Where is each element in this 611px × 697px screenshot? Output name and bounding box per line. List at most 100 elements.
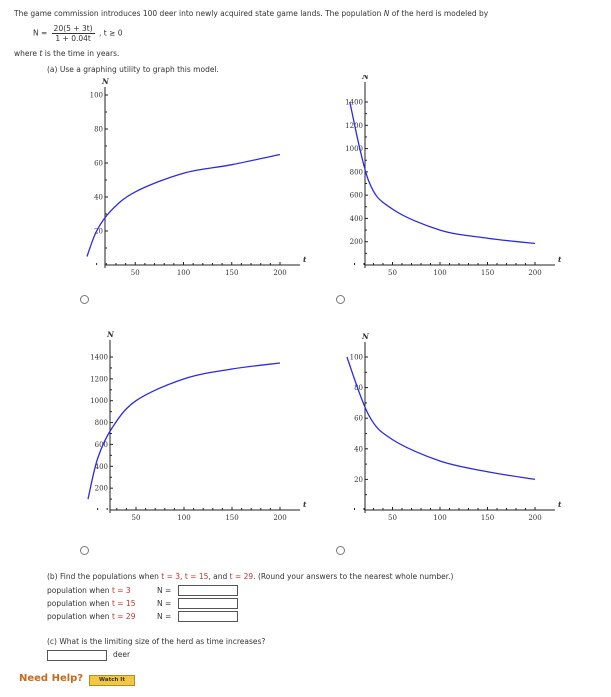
y-tick-label: 1400: [345, 99, 363, 107]
x-tick-label: 50: [131, 269, 140, 277]
y-tick-label: 80: [94, 126, 103, 134]
row-t-value: t = 3: [111, 586, 131, 595]
need-help-label: Need Help?: [19, 673, 84, 684]
intro-text-part: of the herd is modeled by: [389, 9, 489, 18]
population-row-label: population when t = 29: [47, 612, 135, 621]
x-tick-label: 50: [388, 514, 397, 522]
part-b-text: ,: [180, 572, 185, 581]
x-tick-label: 100: [177, 269, 190, 277]
y-tick-label: 80: [354, 384, 363, 392]
x-tick-label: 200: [273, 269, 286, 277]
x-tick-label: 100: [433, 514, 446, 522]
y-tick-label: 40: [354, 445, 363, 453]
where-text-part: is the time in years.: [42, 49, 120, 58]
population-row-label: population when t = 3: [47, 586, 131, 595]
x-tick-label: 200: [273, 514, 286, 522]
part-a-label: (a) Use a graphing utility to graph this…: [47, 65, 219, 74]
option-radio-top-left[interactable]: [80, 295, 89, 304]
n-equals-label: N =: [157, 599, 172, 608]
part-c-label: (c) What is the limiting size of the her…: [47, 637, 266, 646]
y-tick-label: 1200: [90, 375, 108, 383]
deer-unit-label: deer: [113, 650, 131, 659]
formula-denominator: 1 + 0.04t: [55, 34, 91, 43]
model-formula: N = 20(5 + 3t) 1 + 0.04t , t ≥ 0: [33, 24, 123, 43]
part-b-t-value: t = 3: [161, 572, 181, 581]
y-tick-label: 1000: [90, 397, 108, 405]
model-curve: [86, 153, 281, 257]
watch-it-button[interactable]: Watch It: [89, 675, 135, 686]
y-tick-label: 20: [94, 228, 103, 236]
part-b-t-value: t = 29: [229, 572, 254, 581]
population-t3-input[interactable]: [178, 585, 238, 596]
where-text: where t is the time in years.: [14, 49, 119, 58]
formula-condition: , t ≥ 0: [99, 28, 123, 38]
y-tick-label: 1400: [90, 354, 108, 362]
population-row-label: population when t = 15: [47, 599, 135, 608]
part-b-text: , and: [208, 572, 230, 581]
formula-lhs: N =: [33, 28, 48, 38]
model-curve: [346, 356, 536, 481]
x-tick-label: 100: [177, 514, 190, 522]
y-tick-label: 800: [95, 419, 108, 427]
part-b-text: (b) Find the populations when: [47, 572, 162, 581]
x-tick-label: 100: [433, 269, 446, 277]
option-radio-top-right[interactable]: [336, 295, 345, 304]
x-tick-label: 150: [481, 514, 494, 522]
row-t-value: t = 29: [111, 612, 136, 621]
part-b-text: . (Round your answers to the nearest who…: [253, 572, 454, 581]
variable-t: t: [39, 49, 43, 58]
limiting-size-input[interactable]: [47, 650, 107, 661]
y-tick-label: 100: [90, 92, 103, 100]
y-tick-label: 40: [94, 194, 103, 202]
y-tick-label: 60: [354, 415, 363, 423]
option-radio-bottom-left[interactable]: [80, 546, 89, 555]
x-axis-label: t: [558, 500, 562, 509]
x-tick-label: 150: [481, 269, 494, 277]
x-axis-label: t: [558, 255, 562, 264]
model-curve: [87, 362, 281, 500]
model-curve: [349, 101, 536, 245]
x-axis-label: t: [303, 255, 307, 264]
intro-text: The game commission introduces 100 deer …: [14, 9, 488, 18]
y-tick-label: 400: [95, 463, 108, 471]
y-tick-label: 100: [350, 354, 363, 362]
x-axis-label: t: [303, 500, 307, 509]
y-tick-label: 600: [95, 441, 108, 449]
part-b-t-value: t = 15: [184, 572, 209, 581]
x-tick-label: 200: [528, 269, 541, 277]
row-prefix: population when: [47, 586, 112, 595]
n-equals-label: N =: [157, 612, 172, 621]
population-t15-input[interactable]: [178, 598, 238, 609]
y-tick-label: 60: [94, 160, 103, 168]
n-equals-label: N =: [157, 586, 172, 595]
y-axis-label: N: [361, 75, 370, 81]
option-radio-bottom-right[interactable]: [336, 546, 345, 555]
graph-top-right: Nt 200 400 600 800 1000 1200 1400 50 100 150 200: [345, 75, 562, 277]
x-tick-label: 200: [528, 514, 541, 522]
formula-fraction: 20(5 + 3t) 1 + 0.04t: [51, 24, 95, 43]
y-tick-label: 800: [350, 168, 363, 176]
x-tick-label: 50: [132, 514, 141, 522]
graph-top-left: Nt 20 40 60 80 100 50 100 150 200: [86, 77, 307, 277]
graph-bottom-right: Nt 20 40 60 80 100 50 100 150 200: [346, 332, 562, 522]
graph-bottom-left: Nt 200 400 600 800 1000 1200 1400 50 100 150 200: [87, 330, 307, 522]
y-tick-label: 200: [350, 238, 363, 246]
y-tick-label: 1200: [345, 122, 363, 130]
x-tick-label: 150: [225, 514, 238, 522]
row-prefix: population when: [47, 612, 112, 621]
y-tick-label: 400: [350, 215, 363, 223]
y-tick-label: 1000: [345, 145, 363, 153]
y-axis-label: N: [106, 330, 115, 339]
y-tick-label: 20: [354, 476, 363, 484]
variable-n: N: [383, 9, 390, 18]
row-t-value: t = 15: [111, 599, 136, 608]
population-t29-input[interactable]: [178, 611, 238, 622]
y-axis-label: N: [101, 77, 110, 86]
y-tick-label: 200: [95, 485, 108, 493]
y-axis-label: N: [361, 332, 370, 341]
row-prefix: population when: [47, 599, 112, 608]
formula-numerator: 20(5 + 3t): [51, 24, 95, 34]
x-tick-label: 50: [388, 269, 397, 277]
x-tick-label: 150: [225, 269, 238, 277]
intro-text-part: The game commission introduces 100 deer …: [14, 9, 384, 18]
